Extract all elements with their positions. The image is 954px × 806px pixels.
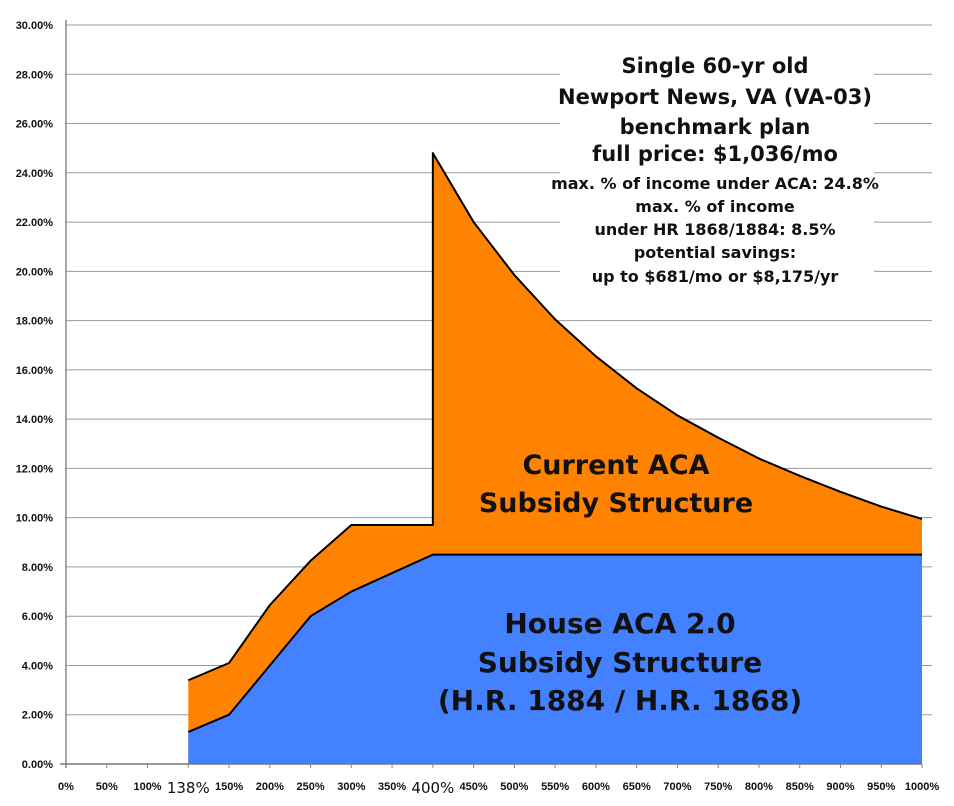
y-tick-label: 0.00% [22, 759, 53, 771]
current-aca-label: Current ACA [522, 450, 709, 481]
x-tick-label: 800% [745, 781, 773, 793]
y-tick-label: 12.00% [16, 463, 54, 475]
info-box: Single 60-yr old Newport News, VA (VA-03)… [551, 50, 879, 290]
y-tick-label: 8.00% [22, 562, 53, 574]
x-tick-label: 450% [460, 781, 488, 793]
info-box-line: max. % of income under ACA: 24.8% [551, 174, 879, 193]
info-box-line: max. % of income [635, 197, 795, 216]
info-box-background [560, 50, 874, 290]
series-area-1 [188, 554, 923, 764]
x-tick-label: 200% [256, 781, 284, 793]
x-tick-label: 50% [96, 781, 118, 793]
area-labels: Current ACA Subsidy Structure House ACA 2.… [438, 450, 802, 717]
x-tick-label: 138% [167, 779, 210, 797]
y-tick-label: 20.00% [16, 266, 54, 278]
series-line-1 [187, 553, 922, 733]
y-tick-label: 4.00% [22, 660, 53, 672]
info-box-line: full price: $1,036/mo [592, 142, 838, 166]
house-aca-label: (H.R. 1884 / H.R. 1868) [438, 684, 802, 717]
info-box-line: benchmark plan [620, 115, 811, 139]
x-tick-label: 250% [297, 781, 325, 793]
y-tick-label: 2.00% [22, 710, 53, 722]
x-tick-label: 850% [786, 781, 814, 793]
x-tick-label: 300% [337, 781, 365, 793]
axes [60, 20, 923, 768]
y-tick-label: 18.00% [16, 316, 54, 328]
x-tick-label: 150% [215, 781, 243, 793]
info-box-line: Single 60-yr old [621, 54, 808, 78]
series-line-0 [187, 152, 923, 682]
y-tick-labels: 0.00% 2.00% 4.00% 6.00% 8.00% 10.00% 12.00% 14.… [16, 20, 54, 771]
x-tick-label: 350% [378, 781, 406, 793]
x-tick-labels: 0% 50% 100% 138% 150% 200% 250% 300% 350% 400% 450… [58, 779, 939, 797]
x-tick-label: 700% [663, 781, 691, 793]
y-tick-label: 28.00% [16, 69, 54, 81]
info-box-line: Newport News, VA (VA-03) [558, 85, 872, 109]
info-box-line: up to $681/mo or $8,175/yr [592, 267, 839, 286]
y-tick-label: 16.00% [16, 365, 54, 377]
x-tick-label: 950% [867, 781, 895, 793]
y-tick-label: 14.00% [16, 414, 54, 426]
info-box-line: potential savings: [634, 243, 796, 262]
y-tick-label: 22.00% [16, 217, 54, 229]
y-tick-label: 26.00% [16, 119, 54, 131]
current-aca-label: Subsidy Structure [479, 488, 753, 519]
x-tick-label: 550% [541, 781, 569, 793]
x-tick-label: 100% [133, 781, 161, 793]
info-box-line: under HR 1868/1884: 8.5% [594, 220, 835, 239]
y-tick-label: 10.00% [16, 513, 54, 525]
x-tick-label: 0% [58, 781, 74, 793]
x-tick-label: 750% [704, 781, 732, 793]
x-tick-label: 400% [411, 779, 454, 797]
house-aca-label: Subsidy Structure [478, 646, 762, 679]
x-tick-label: 900% [826, 781, 854, 793]
house-aca-label: House ACA 2.0 [504, 607, 735, 640]
series-areas [187, 152, 923, 765]
y-tick-label: 30.00% [16, 20, 54, 32]
x-tick-label: 500% [500, 781, 528, 793]
y-tick-label: 24.00% [16, 168, 54, 180]
x-tick-label: 650% [623, 781, 651, 793]
x-tick-label: 600% [582, 781, 610, 793]
x-tick-label: 1000% [905, 781, 939, 793]
y-tick-label: 6.00% [22, 611, 53, 623]
